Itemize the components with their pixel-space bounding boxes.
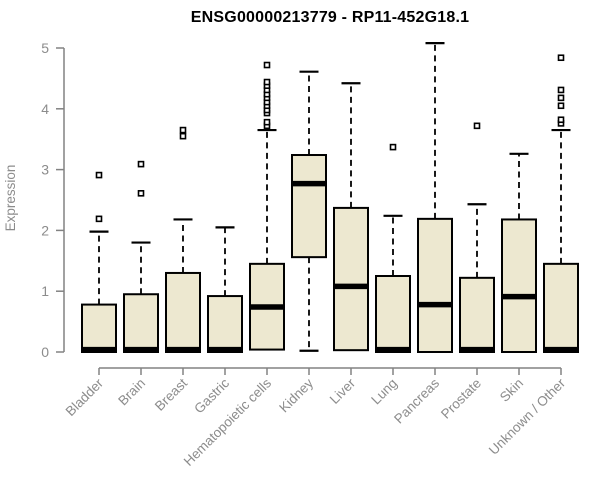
- x-axis-tick-label-gastric: Gastric: [191, 375, 232, 416]
- outlier-point-unknown-other: [557, 102, 565, 110]
- box-kidney: [291, 154, 327, 259]
- outlier-point-unknown-other: [557, 86, 565, 94]
- outlier-point-breast: [179, 126, 187, 134]
- outlier-point-hematopoietic-cells: [263, 118, 271, 126]
- box-pancreas: [417, 217, 453, 353]
- chart-title: ENSG00000213779 - RP11-452G18.1: [190, 9, 470, 26]
- y-axis-tick-label: 0: [41, 344, 49, 360]
- y-axis-tick-label: 4: [41, 101, 49, 117]
- y-axis-tick-label: 1: [41, 283, 49, 299]
- box-unknown-other: [543, 262, 579, 353]
- x-axis-tick-label-kidney: Kidney: [276, 375, 316, 415]
- x-axis-tick-label-brain: Brain: [115, 376, 148, 409]
- outlier-point-unknown-other: [557, 54, 565, 62]
- y-axis-tick-label: 2: [41, 222, 49, 238]
- x-axis-tick-label-lung: Lung: [368, 376, 400, 408]
- outlier-point-hematopoietic-cells: [263, 78, 271, 86]
- outlier-point-unknown-other: [557, 116, 565, 124]
- box-prostate: [459, 276, 495, 354]
- outlier-point-brain: [137, 160, 145, 168]
- y-axis-tick-label: 5: [41, 40, 49, 56]
- x-axis-tick-label-prostate: Prostate: [438, 376, 484, 422]
- outlier-point-lung: [389, 143, 397, 151]
- box-brain: [123, 293, 159, 353]
- outlier-point-breast: [179, 132, 187, 140]
- outlier-point-bladder: [95, 215, 103, 223]
- outlier-point-prostate: [473, 122, 481, 130]
- box-breast: [165, 271, 201, 353]
- y-axis-tick-label: 3: [41, 162, 49, 178]
- x-axis-tick-label-skin: Skin: [497, 376, 526, 405]
- box-lung: [375, 275, 411, 353]
- x-axis-tick-label-pancreas: Pancreas: [391, 375, 442, 426]
- box-skin: [501, 218, 537, 353]
- box-gastric: [207, 295, 243, 353]
- x-axis-tick-label-unknown-other: Unknown / Other: [486, 375, 569, 458]
- x-axis-tick-label-liver: Liver: [327, 375, 359, 407]
- outlier-point-unknown-other: [557, 94, 565, 102]
- outlier-point-hematopoietic-cells: [263, 61, 271, 69]
- x-axis-tick-label-breast: Breast: [152, 375, 190, 413]
- outlier-point-bladder: [95, 171, 103, 179]
- outlier-point-brain: [137, 190, 145, 197]
- box-bladder: [81, 303, 117, 353]
- box-liver: [333, 206, 369, 352]
- x-axis-tick-label-bladder: Bladder: [63, 375, 107, 419]
